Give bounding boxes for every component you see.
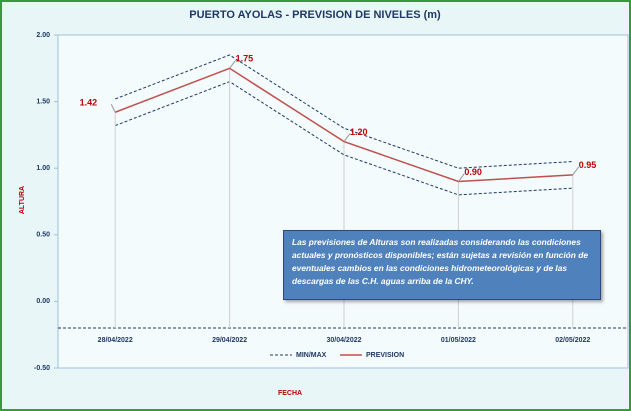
label-leader [572, 166, 580, 176]
y-tick-label: 0.50 [36, 232, 50, 239]
x-tick-label: 28/04/2022 [98, 337, 133, 344]
data-label: 0.95 [579, 160, 597, 170]
minmax-line [115, 54, 573, 169]
note: Las previsiones de Alturas son realizada… [283, 230, 601, 300]
x-axis-label: FECHA [278, 390, 302, 397]
x-tick-label: 02/05/2022 [555, 337, 590, 344]
y-axis-label: ALTURA [19, 186, 26, 214]
label-leader [110, 104, 116, 113]
plot-area [57, 34, 629, 369]
chart-title: PUERTO AYOLAS - PREVISION DE NIVELES (m) [189, 9, 441, 21]
x-tick-label: 29/04/2022 [212, 337, 247, 344]
y-tick-label: 0.00 [36, 298, 50, 305]
y-tick-label: -0.50 [34, 365, 50, 372]
data-label: 0.90 [464, 167, 482, 177]
x-tick-label: 01/05/2022 [441, 337, 476, 344]
x-tick-label: 30/04/2022 [326, 337, 361, 344]
label-leader [343, 133, 351, 142]
legend-label: MIN/MAX [296, 352, 327, 359]
legend-label: PREVISION [366, 352, 404, 359]
data-label: 1.75 [236, 54, 254, 64]
y-tick-label: 2.00 [36, 32, 50, 39]
label-leader [457, 173, 465, 182]
label-leader [229, 59, 237, 69]
data-label: 1.42 [80, 98, 98, 108]
data-label: 1.20 [350, 127, 368, 137]
y-tick-label: 1.50 [36, 98, 50, 105]
y-tick-label: 1.00 [36, 165, 50, 172]
minmax-line [115, 81, 573, 196]
